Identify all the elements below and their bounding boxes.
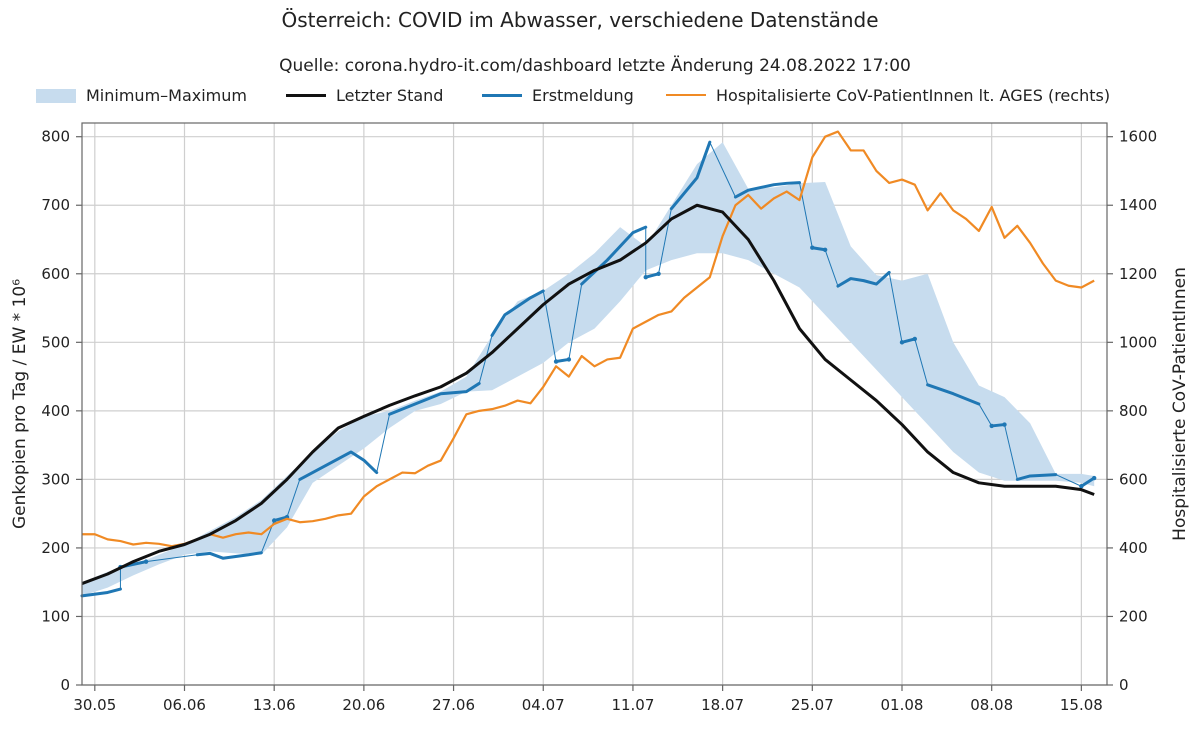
y2-tick-label: 1200 <box>1119 265 1157 283</box>
hospitalisierte-series <box>82 130 1095 548</box>
y-tick-label: 500 <box>41 333 70 351</box>
erstmeldung-point <box>553 359 559 364</box>
legend-label-band: Minimum–Maximum <box>86 86 247 105</box>
y2-tick-label: 400 <box>1119 539 1148 557</box>
y-tick-label: 600 <box>41 265 70 283</box>
erstmeldung-point <box>989 423 994 429</box>
erstmeldung-connector <box>286 479 301 518</box>
y2-tick-label: 200 <box>1119 607 1148 625</box>
erstmeldung-connector <box>914 338 929 385</box>
x-tick-label: 13.06 <box>253 696 296 714</box>
y2-tick-label: 1000 <box>1119 333 1157 351</box>
erstmeldung-connector <box>1055 474 1082 487</box>
erstmeldung-segment <box>580 225 648 286</box>
erstmeldung-point <box>271 518 277 523</box>
erstmeldung-connector <box>709 141 736 198</box>
erstmeldung-segment <box>644 272 661 279</box>
y-tick-label: 200 <box>41 539 70 557</box>
erstmeldung-connector <box>888 272 903 343</box>
x-tick-label: 25.07 <box>791 696 834 714</box>
y-tick-label: 700 <box>41 196 70 214</box>
erstmeldung-connector <box>568 283 583 360</box>
erstmeldung-segment <box>490 289 545 337</box>
erstmeldung-connector <box>978 403 993 427</box>
erstmeldung-connector <box>1004 424 1018 480</box>
legend-swatch-band <box>36 89 76 103</box>
erstmeldung-point <box>1091 475 1097 481</box>
legend-swatch-hosp <box>666 94 706 96</box>
erstmeldung-point <box>810 245 815 250</box>
chart-title: Österreich: COVID im Abwasser, verschied… <box>281 8 879 32</box>
erstmeldung-segment <box>388 381 481 416</box>
x-tick-label: 30.05 <box>73 696 116 714</box>
band-area <box>82 142 1095 596</box>
erstmeldung-segment <box>195 551 263 560</box>
y2-tick-label: 1600 <box>1119 128 1157 146</box>
erstmeldung-segment <box>1079 476 1096 488</box>
letzter-stand-line <box>81 203 1095 585</box>
x-tick-label: 18.07 <box>701 696 744 714</box>
y-tick-label: 400 <box>41 402 70 420</box>
hospitalisierte-line <box>82 130 1095 548</box>
erstmeldung-segment <box>669 140 712 211</box>
legend-swatch-last <box>286 94 326 97</box>
y2-tick-label: 0 <box>1119 676 1129 694</box>
x-tick-label: 27.06 <box>432 696 475 714</box>
chart-subtitle: Quelle: corona.hydro-it.com/dashboard le… <box>279 56 911 76</box>
y-tick-label: 300 <box>41 470 70 488</box>
y2-tick-label: 600 <box>1119 470 1148 488</box>
erstmeldung-connector <box>824 249 839 287</box>
x-tick-label: 04.07 <box>522 696 565 714</box>
y2-tick-label: 800 <box>1119 402 1148 420</box>
x-tick-label: 11.07 <box>611 696 654 714</box>
y-tick-label: 0 <box>60 676 70 694</box>
erstmeldung-segment <box>298 450 379 481</box>
x-tick-label: 15.08 <box>1060 696 1103 714</box>
erstmeldung-point <box>899 340 905 345</box>
erstmeldung-segment <box>926 383 981 406</box>
legend-swatch-first <box>482 94 522 97</box>
erstmeldung-point <box>1079 484 1084 489</box>
y2-axis-label: Hospitalisierte CoV-PatientInnen <box>1170 267 1190 541</box>
erstmeldung-connector <box>145 554 198 563</box>
x-tick-label: 01.08 <box>881 696 924 714</box>
y-axis-label: Genkopien pro Tag / EW * 10⁶ <box>10 279 30 529</box>
x-tick-label: 20.06 <box>342 696 385 714</box>
erstmeldung-segment <box>272 515 289 523</box>
legend-label-last: Letzter Stand <box>336 86 444 105</box>
min-max-band <box>82 142 1095 596</box>
erstmeldung-point <box>643 275 648 280</box>
y2-tick-label: 1400 <box>1119 196 1157 214</box>
erstmeldung-segment <box>80 587 122 598</box>
y-tick-label: 800 <box>41 128 70 146</box>
axes: 0 100 200 300 400 500 600 700 800 0 200 400 600 800 10… <box>41 122 1157 714</box>
legend-label-first: Erstmeldung <box>532 86 634 105</box>
x-tick-label: 08.08 <box>970 696 1013 714</box>
plot-frame <box>81 122 1108 686</box>
x-tick-label: 06.06 <box>163 696 206 714</box>
erstmeldung-segment <box>836 270 891 288</box>
y-tick-label: 100 <box>41 607 70 625</box>
erstmeldung-connector <box>376 414 390 473</box>
letzter-stand-series <box>81 203 1095 585</box>
erstmeldung-segment <box>900 337 917 344</box>
legend-label-hosp: Hospitalisierte CoV-PatientInnen lt. AGE… <box>716 86 1111 105</box>
erstmeldung-segment <box>733 181 801 199</box>
erstmeldung-series <box>80 140 1097 598</box>
erstmeldung-segment <box>1015 473 1058 481</box>
